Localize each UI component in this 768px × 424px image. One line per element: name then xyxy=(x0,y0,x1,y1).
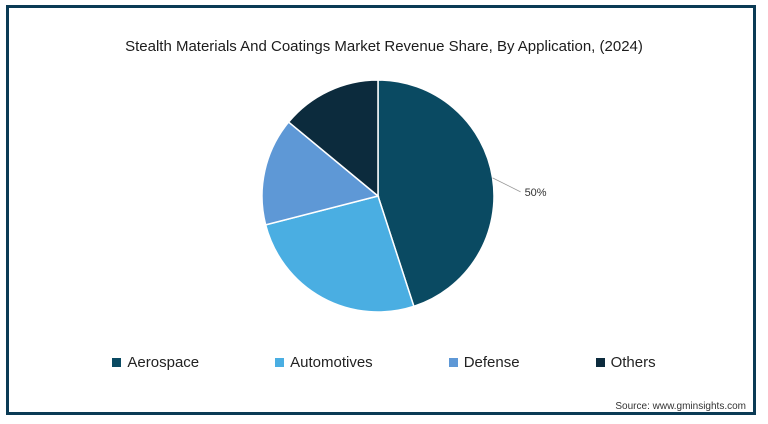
leader-line-aerospace xyxy=(492,177,521,193)
legend-label-aerospace: Aerospace xyxy=(127,354,200,371)
legend-label-defense: Defense xyxy=(463,354,520,371)
legend-swatch-others xyxy=(595,358,605,367)
legend-label-automotives: Automotives xyxy=(290,354,373,371)
legend-swatch-defense xyxy=(448,358,458,367)
legend: Aerospace Automotives Defense Others xyxy=(0,354,768,371)
legend-item-automotives: Automotives xyxy=(275,354,373,371)
pie-slice-aerospace xyxy=(377,79,495,308)
legend-item-aerospace: Aerospace xyxy=(112,354,199,371)
pie-slice-automotives xyxy=(264,195,415,313)
legend-label-others: Others xyxy=(610,354,656,371)
legend-swatch-aerospace xyxy=(112,358,122,367)
legend-item-defense: Defense xyxy=(448,354,520,371)
pie-slice-others xyxy=(287,79,379,198)
source-note: Source: www.gminsights.com xyxy=(615,401,746,412)
legend-swatch-automotives xyxy=(275,358,285,367)
data-label-aerospace: 50% xyxy=(525,187,547,199)
legend-item-others: Others xyxy=(595,354,656,371)
pie-slice-defense xyxy=(261,121,380,226)
chart-title: Stealth Materials And Coatings Market Re… xyxy=(125,38,643,55)
